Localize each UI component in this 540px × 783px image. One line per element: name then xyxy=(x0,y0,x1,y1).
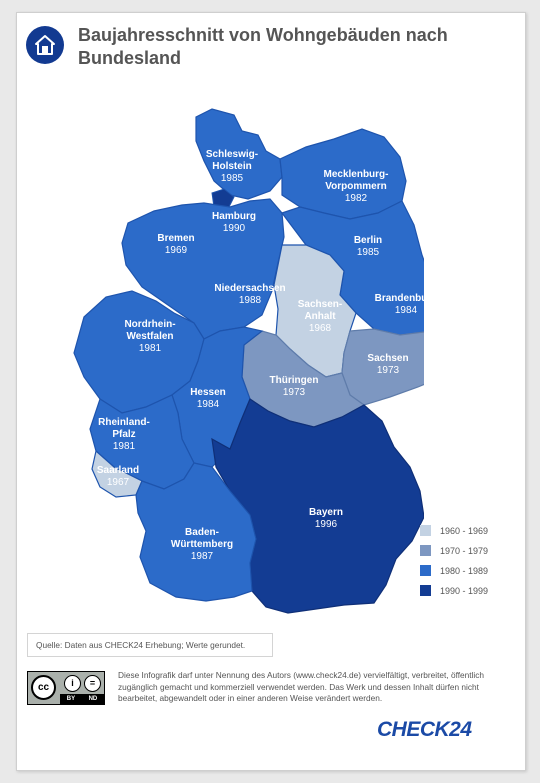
state-name-rheinland-pfalz: Pfalz xyxy=(112,429,135,440)
state-name-baden-wuerttemberg: Baden- xyxy=(185,527,219,538)
source-note: Quelle: Daten aus CHECK24 Erhebung; Wert… xyxy=(27,633,273,657)
state-name-hamburg: Hamburg xyxy=(212,211,256,222)
state-name-rheinland-pfalz: Rheinland- xyxy=(98,417,150,428)
state-year-sachsen: 1973 xyxy=(377,365,400,376)
state-year-bayern: 1996 xyxy=(315,519,338,530)
state-year-niedersachsen: 1988 xyxy=(239,295,262,306)
state-year-berlin: 1985 xyxy=(357,247,380,258)
legend-item: 1980 - 1989 xyxy=(420,562,488,579)
germany-map: Schleswig-Holstein1985Hamburg1990Mecklen… xyxy=(73,108,424,614)
state-name-berlin: Berlin xyxy=(354,235,382,246)
state-name-niedersachsen: Niedersachsen xyxy=(214,283,285,294)
legend-item: 1990 - 1999 xyxy=(420,582,488,599)
state-niedersachsen xyxy=(121,198,285,340)
state-baden-wuerttemberg xyxy=(135,462,257,602)
state-name-sachsen: Sachsen xyxy=(367,353,408,364)
legend-label: 1980 - 1989 xyxy=(440,565,489,576)
state-saarland xyxy=(91,449,143,498)
equals-icon: = xyxy=(84,675,101,692)
state-year-brandenburg: 1984 xyxy=(395,305,418,316)
state-name-nordrhein-westfalen: Nordrhein- xyxy=(124,319,175,330)
state-name-baden-wuerttemberg: Württemberg xyxy=(171,539,233,550)
state-name-mecklenburg-vorpommern: Mecklenburg- xyxy=(323,169,388,180)
person-icon: i xyxy=(64,675,81,692)
legend-item: 1960 - 1969 xyxy=(420,522,488,539)
state-year-hessen: 1984 xyxy=(197,399,220,410)
state-name-brandenburg: Brandenburg xyxy=(375,293,424,304)
state-year-thueringen: 1973 xyxy=(283,387,306,398)
state-name-thueringen: Thüringen xyxy=(270,375,319,386)
state-name-sachsen-anhalt: Anhalt xyxy=(304,311,336,322)
state-year-hamburg: 1990 xyxy=(223,223,246,234)
state-year-schleswig-holstein: 1985 xyxy=(221,173,244,184)
state-year-rheinland-pfalz: 1981 xyxy=(113,441,136,452)
legend-swatch-1990 xyxy=(420,585,431,596)
state-name-sachsen-anhalt: Sachsen- xyxy=(298,299,342,310)
state-year-mecklenburg-vorpommern: 1982 xyxy=(345,193,368,204)
legend-label: 1970 - 1979 xyxy=(440,545,489,556)
check24-logo[interactable]: CHECK24 xyxy=(377,718,472,741)
legend: 1960 - 1969 1970 - 1979 1980 - 1989 1990… xyxy=(420,522,488,602)
state-name-bayern: Bayern xyxy=(309,507,343,518)
map-labels: Schleswig-Holstein1985Hamburg1990Mecklen… xyxy=(97,149,424,562)
legend-swatch-1960 xyxy=(420,525,431,536)
legend-swatch-1980 xyxy=(420,565,431,576)
page-title: Baujahresschnitt von Wohngebäuden nach B… xyxy=(78,25,448,68)
cc-logo: cc xyxy=(31,675,56,700)
state-name-saarland: Saarland xyxy=(97,465,139,476)
creative-commons-icon[interactable]: cc i = BY ND xyxy=(27,671,105,705)
house-icon xyxy=(26,26,64,64)
legend-swatch-1970 xyxy=(420,545,431,556)
state-year-bremen: 1969 xyxy=(165,245,188,256)
state-year-nordrhein-westfalen: 1981 xyxy=(139,343,162,354)
cc-by: BY xyxy=(66,696,76,702)
state-name-schleswig-holstein: Schleswig- xyxy=(206,149,258,160)
cc-nd: ND xyxy=(88,696,98,702)
state-name-schleswig-holstein: Holstein xyxy=(212,161,251,172)
legend-item: 1970 - 1979 xyxy=(420,542,488,559)
state-name-mecklenburg-vorpommern: Vorpommern xyxy=(325,181,387,192)
cc-terms: BY ND xyxy=(60,694,104,704)
state-year-baden-wuerttemberg: 1987 xyxy=(191,551,214,562)
state-name-nordrhein-westfalen: Westfalen xyxy=(126,331,173,342)
state-year-saarland: 1967 xyxy=(107,477,130,488)
state-year-sachsen-anhalt: 1968 xyxy=(309,323,332,334)
legend-label: 1960 - 1969 xyxy=(440,525,489,536)
license-text: Diese Infografik darf unter Nennung des … xyxy=(118,670,485,703)
legend-label: 1990 - 1999 xyxy=(440,585,489,596)
state-name-bremen: Bremen xyxy=(157,233,194,244)
state-name-hessen: Hessen xyxy=(190,387,226,398)
